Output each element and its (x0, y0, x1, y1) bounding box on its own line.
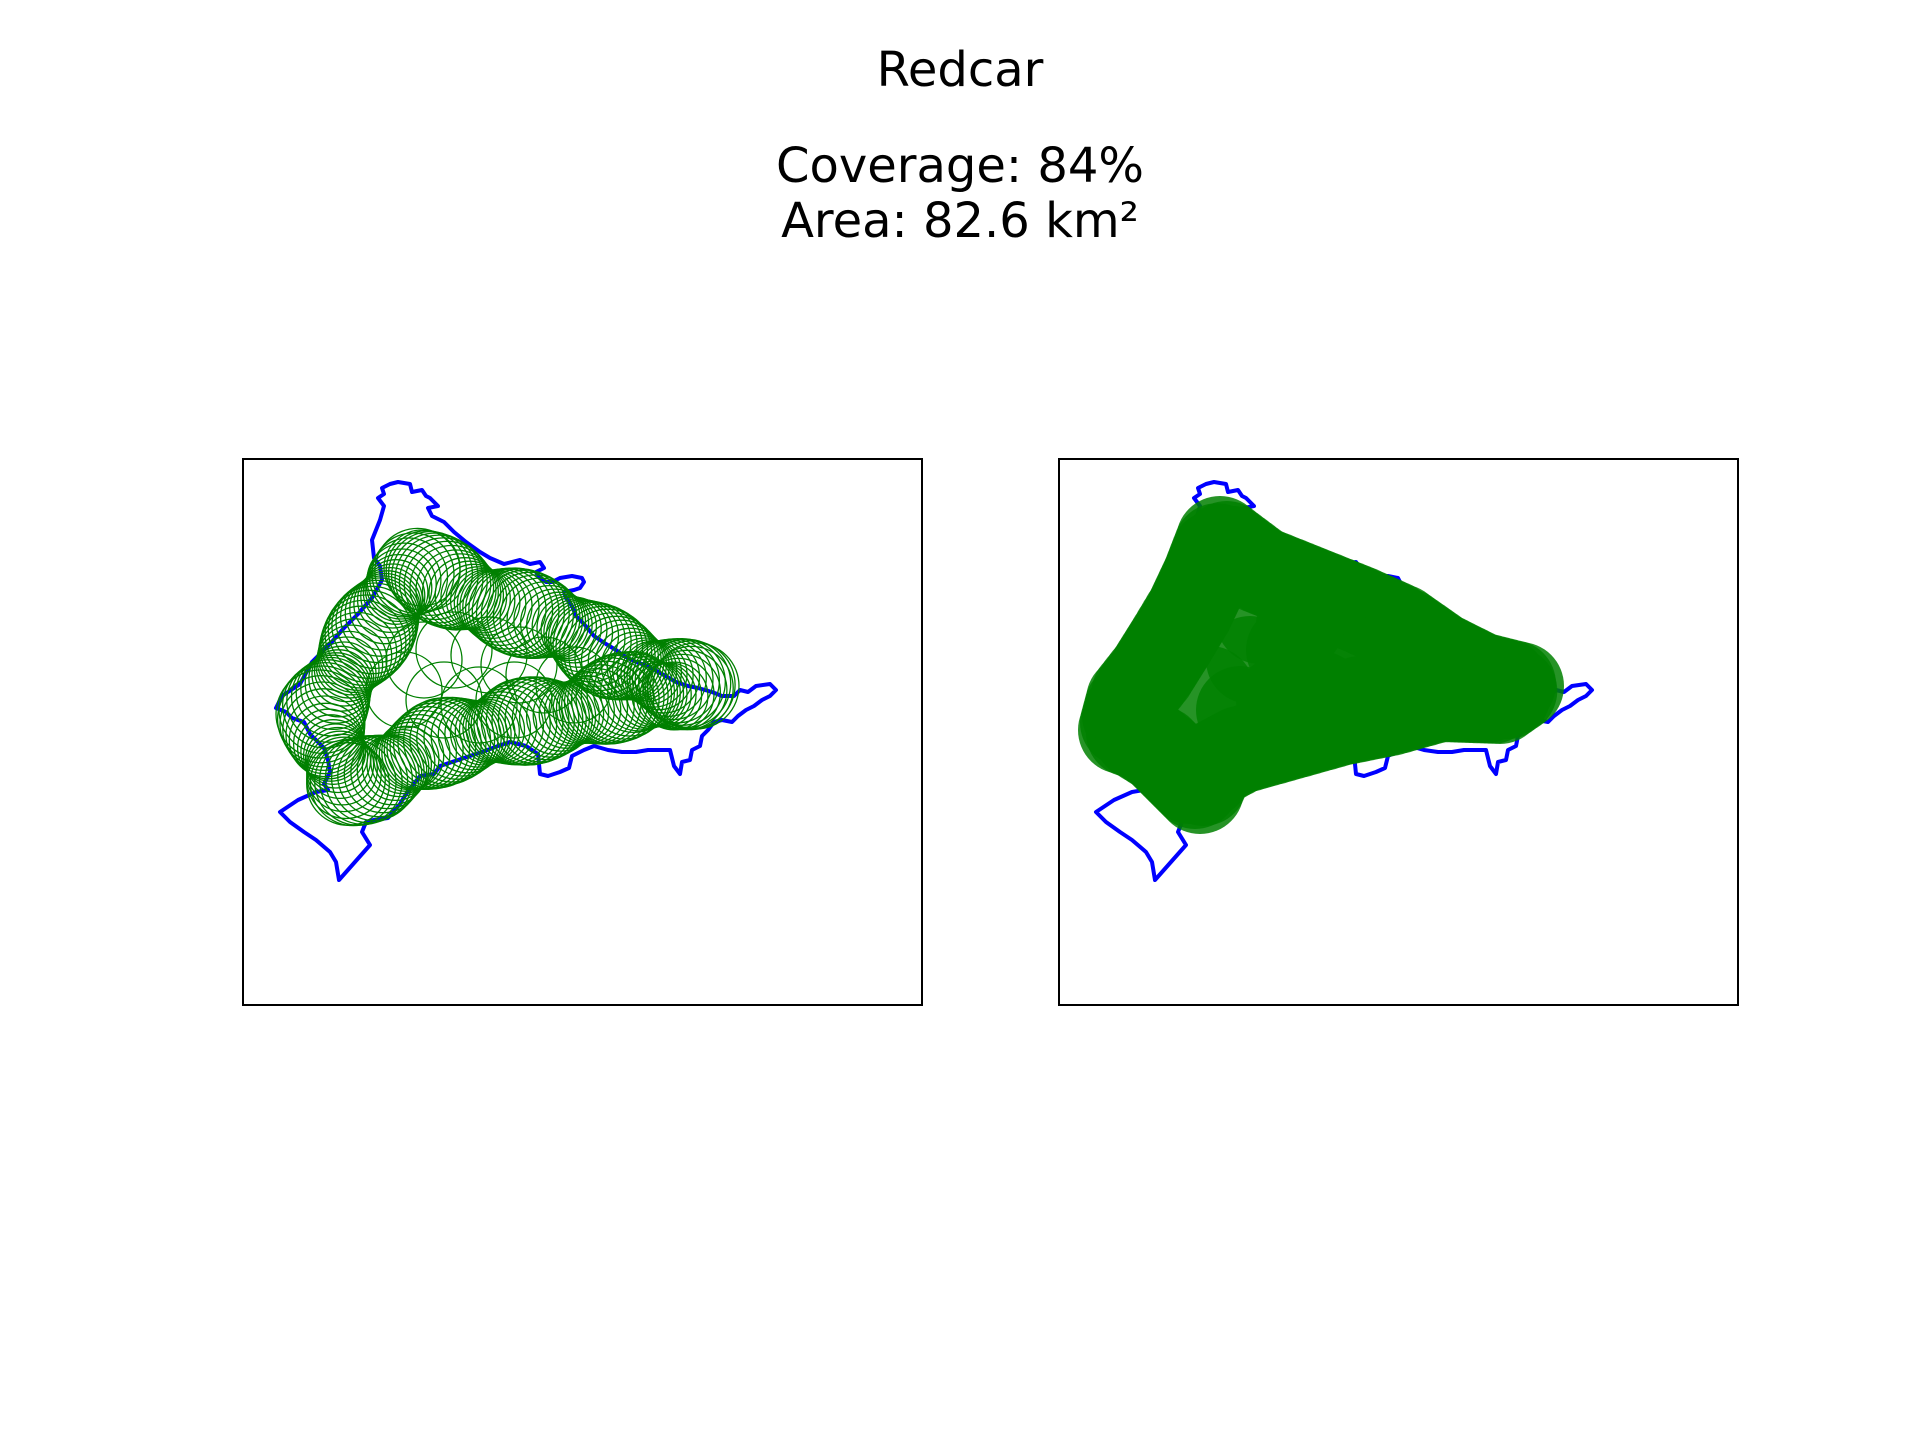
map-canvas-left (274, 480, 778, 882)
coverage-circle (415, 611, 493, 689)
coverage-circle (292, 708, 364, 780)
coverage-circle (470, 684, 551, 765)
coverage-circle (365, 548, 437, 620)
map-canvas-right (1078, 480, 1594, 882)
coverage-circle (317, 618, 393, 694)
coverage-circle (313, 636, 380, 703)
coverage-circle (449, 567, 516, 634)
coverage-circle (368, 537, 449, 617)
coverage-disc (1173, 503, 1262, 592)
coverage-circle (555, 671, 629, 745)
coverage-label: Coverage: 84% (775, 138, 1145, 194)
coverage-circle (300, 719, 367, 785)
coverage-circle (302, 723, 369, 789)
area-label: Area: 82.6 km² (781, 193, 1139, 249)
coverage-circle (353, 570, 422, 639)
coverage-circle (374, 527, 461, 615)
coverage-circle (320, 599, 407, 687)
coverage-circle (318, 611, 398, 691)
coverage-circle (371, 532, 455, 616)
coverage-circle (385, 621, 463, 699)
coverage-circle (543, 679, 610, 745)
coverage-circle (315, 630, 384, 699)
coverage-circle (535, 646, 613, 724)
coverage-circle (296, 714, 365, 782)
coverage-circle (505, 636, 583, 714)
coverage-circle (365, 651, 443, 729)
map-panel-filled-circles (1058, 458, 1739, 1006)
figure-title: Redcar (876, 42, 1044, 98)
coverage-circle (538, 680, 605, 747)
coverage-circle (364, 553, 433, 623)
map-panel-outline-circles (242, 458, 923, 1006)
coverage-circle (316, 624, 388, 696)
coverage-disc (1316, 656, 1404, 744)
coverage-disc (1166, 646, 1254, 734)
coverage-circle (405, 661, 483, 739)
coverage-circle (475, 661, 553, 739)
coverage-circle (362, 559, 429, 625)
coverage-circle (475, 568, 565, 658)
coverage-circle (360, 563, 426, 629)
coverage-circle (440, 666, 518, 744)
coverage-circle (356, 566, 424, 634)
coverage-circle (319, 605, 403, 689)
district-boundary (274, 480, 778, 882)
coverage-circle (366, 542, 442, 618)
coverage-circle (450, 616, 528, 694)
coverage-disc (1256, 581, 1344, 669)
coverage-circle (471, 567, 560, 656)
